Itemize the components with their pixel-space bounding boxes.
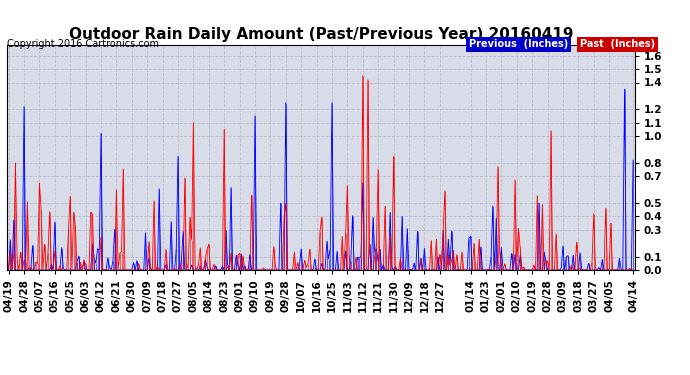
Text: Copyright 2016 Cartronics.com: Copyright 2016 Cartronics.com bbox=[7, 39, 159, 50]
Title: Outdoor Rain Daily Amount (Past/Previous Year) 20160419: Outdoor Rain Daily Amount (Past/Previous… bbox=[68, 27, 573, 42]
Text: Previous  (Inches): Previous (Inches) bbox=[469, 39, 569, 50]
Text: Past  (Inches): Past (Inches) bbox=[580, 39, 655, 50]
